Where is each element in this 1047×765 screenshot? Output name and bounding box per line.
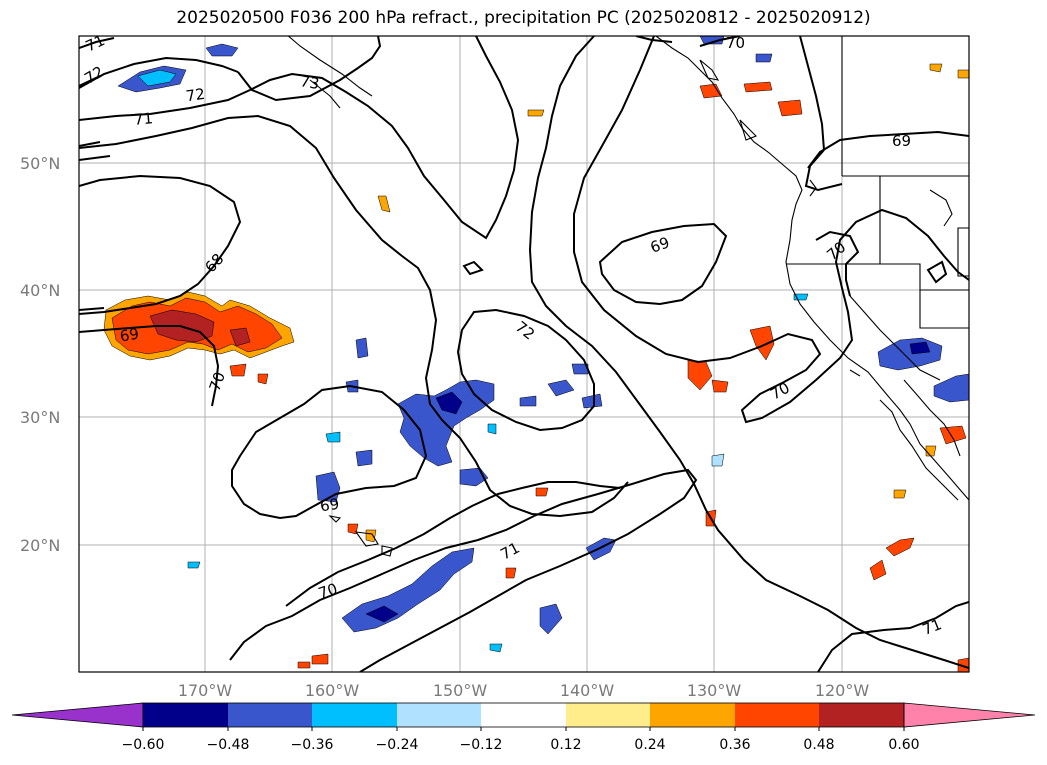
colorbar-segment — [312, 703, 397, 727]
contour-label: 70 — [316, 580, 340, 603]
colorbar-tick-label: 0.12 — [550, 737, 581, 753]
colorbar-segment — [735, 703, 819, 727]
colorbar-tick-label: −0.36 — [291, 737, 334, 753]
colorbar-high-extend — [903, 702, 1036, 728]
lat-label: 50°N — [20, 154, 60, 173]
colorbar-tick-label: −0.48 — [207, 737, 250, 753]
colorbar-tick-label: −0.24 — [376, 737, 419, 753]
contour-label: 69 — [648, 233, 672, 256]
contour-label: 70 — [823, 238, 849, 264]
map-frame — [78, 35, 970, 673]
colorbar-low-extend — [11, 702, 144, 728]
longitude-labels: 170°W 160°W 150°W 140°W 130°W 120°W — [178, 681, 870, 700]
colorbar-segment — [819, 703, 904, 727]
lon-label: 120°W — [815, 681, 870, 700]
colorbar-segment — [143, 703, 228, 727]
colorbar-tick-label: 0.48 — [803, 737, 834, 753]
contour-label: 69 — [319, 495, 340, 515]
colorbar-tick-label: 0.60 — [888, 737, 919, 753]
contour-label: 71 — [133, 109, 154, 129]
colorbar-segment — [228, 703, 312, 727]
lon-label: 130°W — [687, 681, 742, 700]
colorbar-tick-label: −0.60 — [122, 737, 165, 753]
contour-label: 69 — [892, 132, 911, 150]
lat-label: 40°N — [20, 281, 60, 300]
graticule — [79, 36, 969, 672]
colorbar-segment — [397, 703, 481, 727]
colorbar-segment — [481, 703, 566, 727]
colorbar-tick-label: −0.12 — [460, 737, 503, 753]
lat-label: 20°N — [20, 536, 60, 555]
colorbar: −0.60 −0.48 −0.36 −0.24 −0.12 0.12 0.24 … — [11, 702, 1036, 753]
lon-label: 150°W — [433, 681, 488, 700]
contour-label: 71 — [83, 31, 108, 55]
contour-label: 70 — [206, 370, 229, 394]
lat-label: 30°N — [20, 408, 60, 427]
colorbar-segment — [566, 703, 650, 727]
positive-precip-areas — [103, 63, 969, 672]
contour-label: 70 — [767, 379, 792, 404]
colorbar-segment — [650, 703, 735, 727]
lon-label: 160°W — [305, 681, 360, 700]
contour-label: 73 — [299, 72, 321, 93]
coastlines — [287, 36, 969, 557]
contour-label: 72 — [512, 318, 538, 344]
colorbar-tick-label: 0.24 — [634, 737, 665, 753]
lon-label: 140°W — [560, 681, 615, 700]
contour-label: 70 — [726, 34, 745, 52]
map-title: 2025020500 F036 200 hPa refract., precip… — [176, 8, 871, 28]
contour-label: 71 — [920, 615, 944, 639]
latitude-labels: 50°N 40°N 30°N 20°N — [20, 154, 60, 555]
contour-label: 71 — [497, 539, 522, 564]
contour-label: 69 — [118, 325, 140, 346]
lon-label: 170°W — [178, 681, 233, 700]
refractivity-contours — [79, 36, 969, 672]
colorbar-tick-label: 0.36 — [719, 737, 750, 753]
negative-precip-areas — [117, 36, 969, 653]
contour-label: 72 — [185, 85, 206, 105]
